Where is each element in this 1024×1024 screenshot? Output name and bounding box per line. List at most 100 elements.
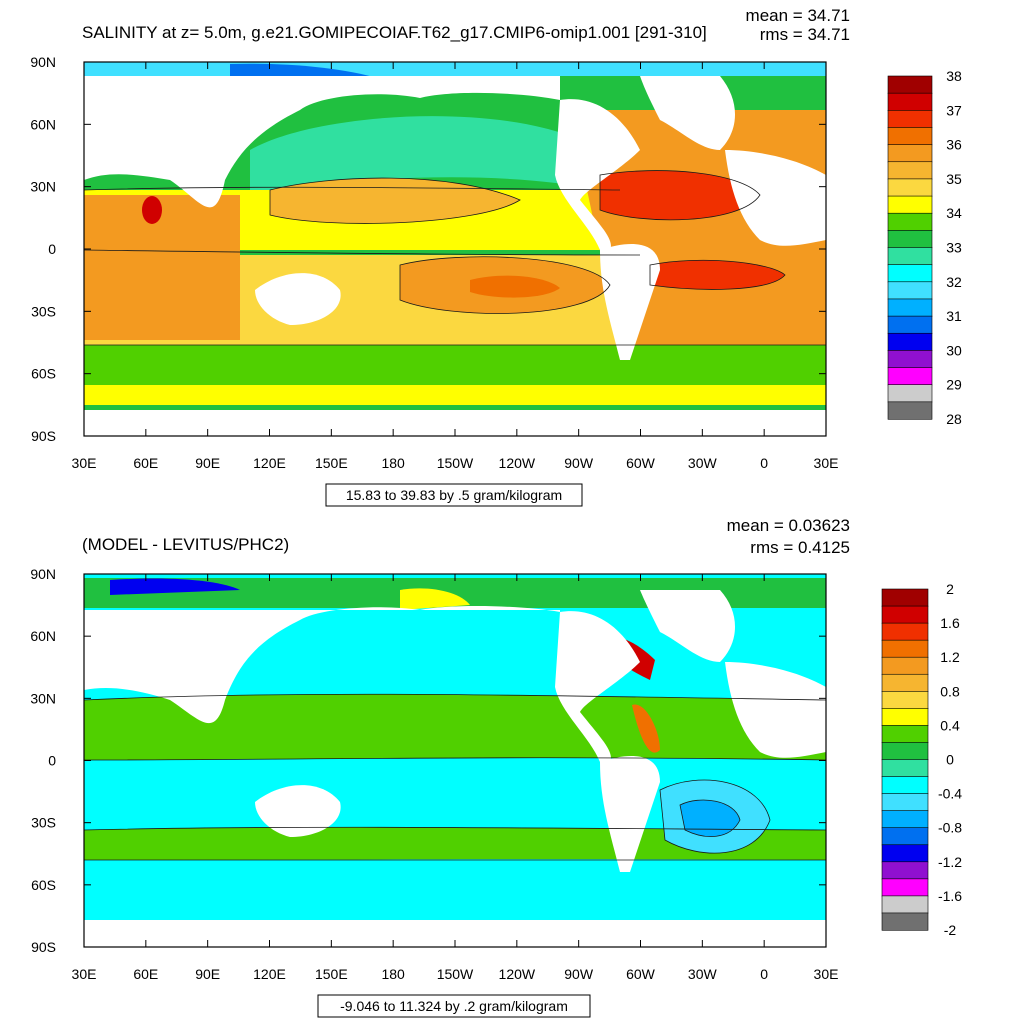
rms-label: rms = 34.71 <box>760 25 850 44</box>
axes: 30E 60E 90E 120E 150E 180 150W 120W 90W 60W 30W 0 30… <box>30 54 838 471</box>
colorbar-segment <box>881 690 929 709</box>
x-tick-label: 30W <box>688 966 718 982</box>
colorbar-segment <box>881 827 929 846</box>
colorbar-segment <box>881 895 929 914</box>
mean-label: mean = 0.03623 <box>727 516 850 535</box>
colorbar-segment <box>887 161 933 180</box>
colorbar-segment <box>881 656 929 675</box>
ocean-field <box>84 345 826 385</box>
colorbar-segment <box>887 212 933 231</box>
ocean-field <box>142 196 162 224</box>
colorbar-label: 1.6 <box>940 615 960 631</box>
x-tick-label: 60W <box>626 455 656 471</box>
x-tick-label: 0 <box>760 966 768 982</box>
colorbar: 2 1.6 1.2 0.8 0.4 0 -0.4 -0.8 -1.2 -1.6 -2 <box>881 581 962 938</box>
salinity-map <box>84 62 826 436</box>
range-note: 15.83 to 39.83 by .5 gram/kilogram <box>346 487 562 503</box>
colorbar-label: 32 <box>946 274 962 290</box>
y-tick-label: 90N <box>30 54 56 70</box>
rms-label: rms = 0.4125 <box>750 538 850 557</box>
colorbar-segment <box>887 367 933 386</box>
ocean-field <box>84 195 240 340</box>
colorbar-label: -1.6 <box>938 888 962 904</box>
colorbar-segment <box>887 281 933 300</box>
colorbar-segment <box>881 844 929 863</box>
x-tick-label: 150W <box>437 966 474 982</box>
x-tick-label: 60E <box>133 455 158 471</box>
x-tick-label: 90W <box>564 455 594 471</box>
colorbar-segment <box>881 742 929 761</box>
y-tick-label: 60N <box>30 116 56 132</box>
colorbar-segment <box>881 776 929 795</box>
x-tick-label: 30E <box>814 455 839 471</box>
range-note: -9.046 to 11.324 by .2 gram/kilogram <box>340 998 568 1014</box>
colorbar-segment <box>881 622 929 641</box>
ocean-field <box>84 385 826 405</box>
colorbar-label: 29 <box>946 377 962 393</box>
colorbar-label: 38 <box>946 68 962 84</box>
ocean-field <box>470 275 560 298</box>
y-tick-label: 60N <box>30 628 56 644</box>
panel-title: (MODEL - LEVITUS/PHC2) <box>82 535 289 554</box>
colorbar-segment <box>881 861 929 880</box>
y-tick-label: 90S <box>31 428 56 444</box>
colorbar-label: -0.4 <box>938 786 962 802</box>
y-tick-label: 30S <box>31 815 56 831</box>
panel-title: SALINITY at z= 5.0m, g.e21.GOMIPECOIAF.T… <box>82 23 707 42</box>
colorbar-segment <box>881 793 929 812</box>
x-tick-label: 60W <box>626 966 656 982</box>
y-tick-label: 60S <box>31 366 56 382</box>
range-note-box <box>325 483 583 507</box>
colorbar-segment <box>881 708 929 726</box>
colorbar-label: 1.2 <box>940 649 960 665</box>
colorbar-segment <box>887 110 933 129</box>
x-tick-label: 150E <box>315 966 348 982</box>
colorbar-segment <box>881 912 929 931</box>
ocean-field <box>400 588 470 610</box>
y-tick-label: 30S <box>31 303 56 319</box>
colorbar-label: 30 <box>946 342 962 358</box>
colorbar-label: 34 <box>946 205 962 221</box>
colorbar-segment <box>887 144 933 163</box>
colorbar-segment <box>881 810 929 829</box>
colorbar-segment <box>881 639 929 658</box>
colorbar-segment <box>881 673 929 692</box>
colorbar-label: 31 <box>946 308 962 324</box>
ocean-field <box>632 704 660 753</box>
x-tick-label: 90E <box>195 455 220 471</box>
colorbar-label: -0.8 <box>938 820 962 836</box>
colorbar-segment <box>887 315 933 334</box>
x-tick-label: 60E <box>133 966 158 982</box>
ocean-field <box>680 800 740 837</box>
colorbar-segment <box>887 178 933 197</box>
colorbar: 38 37 36 35 34 33 32 31 30 29 28 <box>887 68 962 427</box>
colorbar-label: 2 <box>946 581 954 597</box>
x-tick-label: 120E <box>253 455 286 471</box>
axes: 30E 60E 90E 120E 150E 180 150W 120W 90W 60W 30W 0 30… <box>30 566 838 982</box>
y-tick-label: 30N <box>30 179 56 195</box>
colorbar-segment <box>887 350 933 369</box>
x-tick-label: 90E <box>195 966 220 982</box>
x-tick-label: 30E <box>814 966 839 982</box>
ocean-field <box>110 578 240 595</box>
y-tick-label: 0 <box>48 753 56 769</box>
colorbar-segment <box>881 878 929 897</box>
colorbar-segment <box>887 127 933 146</box>
ocean-field <box>270 178 520 224</box>
mean-label: mean = 34.71 <box>746 6 850 25</box>
colorbar-segment <box>881 605 929 624</box>
x-tick-label: 180 <box>381 966 405 982</box>
colorbar-label: 0.4 <box>940 717 960 733</box>
colorbar-segment <box>887 264 933 283</box>
colorbar-label: -1.2 <box>938 854 962 870</box>
x-tick-label: 120W <box>499 966 536 982</box>
colorbar-segment <box>887 298 933 317</box>
x-tick-label: 30E <box>72 455 97 471</box>
colorbar-segment <box>887 195 933 214</box>
ocean-field <box>250 116 600 195</box>
y-tick-label: 90N <box>30 566 56 582</box>
colorbar-label: -2 <box>944 922 957 938</box>
colorbar-segment <box>887 247 933 266</box>
x-tick-label: 120W <box>499 455 536 471</box>
